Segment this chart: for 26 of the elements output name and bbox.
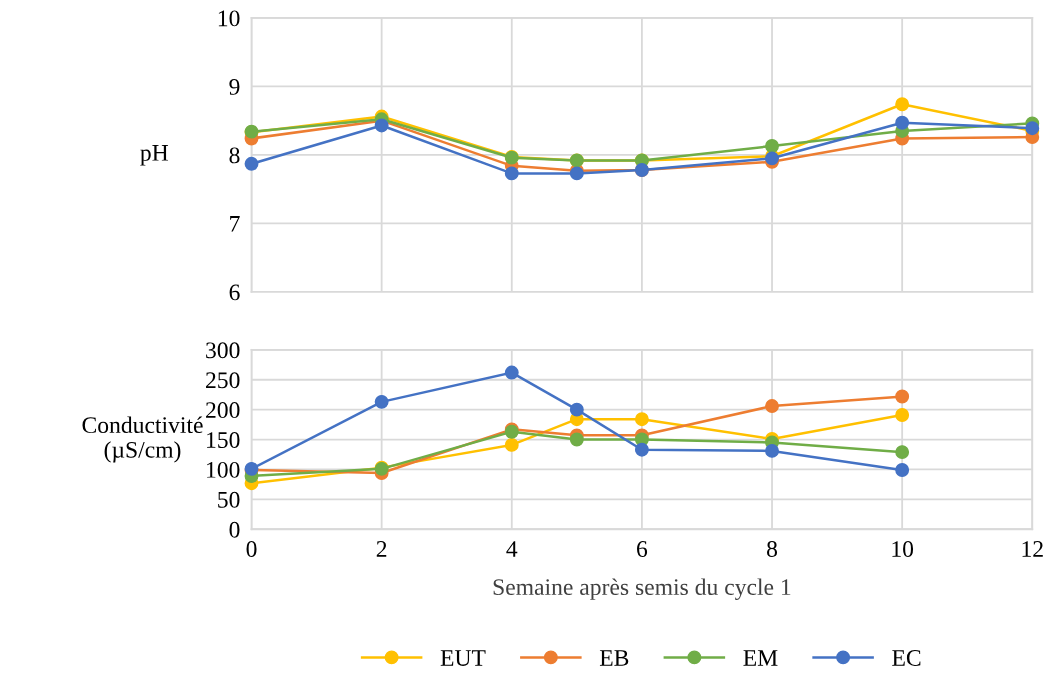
x-tick-label: 0	[246, 541, 257, 557]
x-tick-label: 10	[892, 541, 914, 557]
y-tick-label: 150	[207, 432, 240, 448]
legend-label: EC	[892, 650, 921, 666]
y-tick-label: 200	[206, 402, 240, 419]
x-tick-label: 12	[1022, 541, 1043, 557]
y-tick-label: 8	[229, 147, 240, 164]
y-tick-label: 7	[230, 216, 240, 232]
y-axis-title: Conductivité (µS/cm)	[82, 416, 203, 463]
y-axis-title: pH	[140, 145, 169, 166]
y-tick-label: 250	[206, 372, 240, 389]
y-tick-label: 50	[218, 491, 240, 508]
legend-label: EB	[599, 650, 629, 666]
y-tick-label: 100	[207, 461, 240, 478]
y-tick-label: 0	[229, 521, 240, 538]
legend-label: EUT	[440, 650, 486, 666]
y-tick-label: 10	[218, 10, 240, 27]
x-tick-label: 8	[767, 541, 778, 557]
legend-label: EM	[743, 650, 778, 666]
x-axis-title: Semaine après semis du cycle 1	[493, 578, 791, 600]
x-tick-label: 6	[637, 541, 648, 557]
y-tick-label: 9	[229, 78, 240, 95]
x-tick-label: 4	[506, 541, 518, 557]
y-tick-label: 6	[229, 284, 240, 301]
x-tick-label: 2	[376, 541, 387, 557]
y-tick-label: 300	[206, 342, 240, 359]
